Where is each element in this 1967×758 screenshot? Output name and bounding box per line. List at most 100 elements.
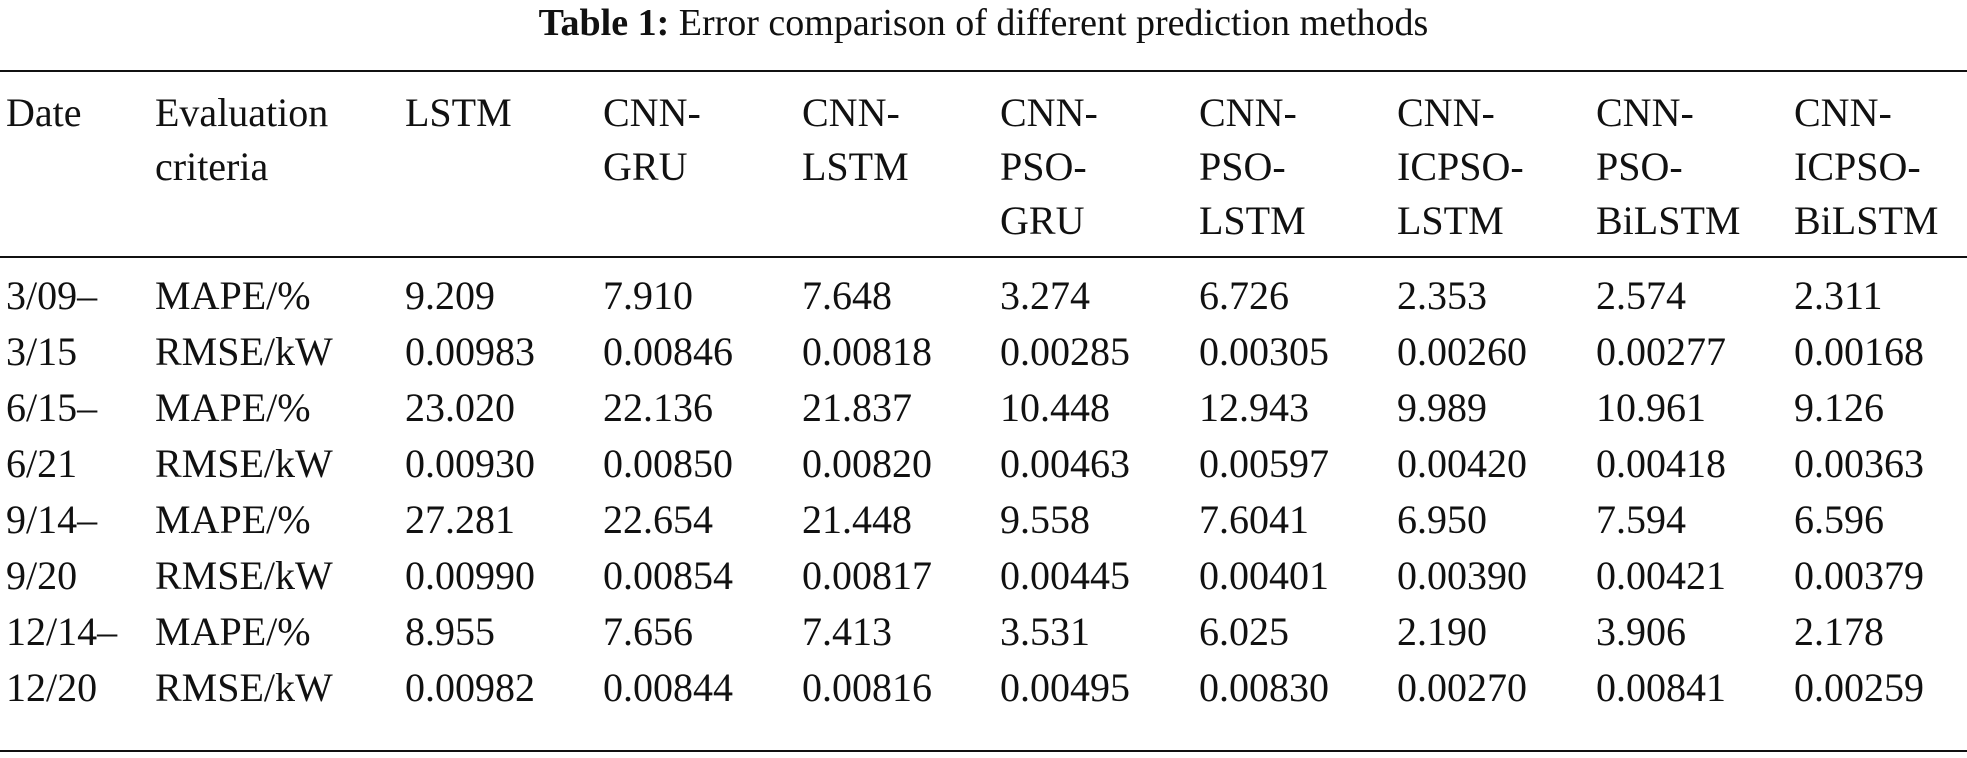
table-row: 12/20 RMSE/kW 0.00982 0.00844 0.00816 0.00495… [0,660,1967,716]
value-cell: 9.989 [1397,385,1487,430]
date-cell: 9/20 [6,553,78,598]
date-cell: 12/14– [6,609,118,654]
value-cell: 0.00846 [603,329,733,374]
value-cell: 22.654 [603,497,713,542]
value-cell: 0.00841 [1596,665,1726,710]
value-cell: 0.00270 [1397,665,1527,710]
value-cell: 0.00363 [1794,441,1924,486]
table-caption: Table 1: Error comparison of different p… [0,0,1967,50]
value-cell: 6.950 [1397,497,1487,542]
value-cell: 7.6041 [1199,497,1309,542]
value-cell: 23.020 [405,385,515,430]
table-row: 6/21 RMSE/kW 0.00930 0.00850 0.00820 0.00463 0… [0,436,1967,492]
value-cell: 0.00983 [405,329,535,374]
table-row: 3/09– MAPE/% 9.209 7.910 7.648 3.274 6.726 2.35… [0,256,1967,324]
value-cell: 2.574 [1596,273,1686,318]
criteria-cell: RMSE/kW [155,441,333,486]
value-cell: 7.910 [603,273,693,318]
value-cell: 12.943 [1199,385,1309,430]
value-cell: 9.209 [405,273,495,318]
value-cell: 0.00820 [802,441,932,486]
value-cell: 8.955 [405,609,495,654]
criteria-cell: RMSE/kW [155,665,333,710]
caption-text: Error comparison of different prediction… [678,2,1429,44]
header-cell: Date [6,90,82,135]
value-cell: 0.00418 [1596,441,1726,486]
value-cell: 0.00259 [1794,665,1924,710]
table-row: 12/14– MAPE/% 8.955 7.656 7.413 3.531 6.025 2.1… [0,604,1967,660]
date-cell: 9/14– [6,497,98,542]
criteria-cell: MAPE/% [155,385,311,430]
table-top-rule [0,70,1967,72]
value-cell: 2.190 [1397,609,1487,654]
header-cell: CNN- LSTM [802,90,909,189]
value-cell: 0.00818 [802,329,932,374]
caption-label: Table 1: [538,2,670,44]
table-row: 3/15 RMSE/kW 0.00983 0.00846 0.00818 0.00285 0… [0,324,1967,380]
value-cell: 9.558 [1000,497,1090,542]
header-cell: CNN- PSO- GRU [1000,90,1098,243]
error-comparison-table: Date Evaluation criteria LSTM CNN- GRU CNN… [0,72,1967,716]
table-row: 6/15– MAPE/% 23.020 22.136 21.837 10.448 12.94… [0,380,1967,436]
value-cell: 6.025 [1199,609,1289,654]
value-cell: 6.726 [1199,273,1289,318]
value-cell: 21.448 [802,497,912,542]
header-cell: LSTM [405,90,512,135]
value-cell: 0.00930 [405,441,535,486]
value-cell: 0.00816 [802,665,932,710]
value-cell: 0.00379 [1794,553,1924,598]
table-row: 9/20 RMSE/kW 0.00990 0.00854 0.00817 0.00445 0… [0,548,1967,604]
value-cell: 0.00401 [1199,553,1329,598]
date-cell: 3/15 [6,329,78,374]
criteria-cell: RMSE/kW [155,329,333,374]
value-cell: 3.906 [1596,609,1686,654]
value-cell: 2.178 [1794,609,1884,654]
table-row: 9/14– MAPE/% 27.281 22.654 21.448 9.558 7.6041… [0,492,1967,548]
criteria-cell: MAPE/% [155,497,311,542]
value-cell: 2.353 [1397,273,1487,318]
value-cell: 0.00597 [1199,441,1329,486]
table-bottom-rule [0,750,1967,752]
value-cell: 3.531 [1000,609,1090,654]
value-cell: 0.00982 [405,665,535,710]
date-cell: 12/20 [6,665,98,710]
value-cell: 0.00850 [603,441,733,486]
table-header-rule [0,256,1967,258]
criteria-cell: MAPE/% [155,609,311,654]
value-cell: 0.00277 [1596,329,1726,374]
criteria-cell: RMSE/kW [155,553,333,598]
value-cell: 2.311 [1794,273,1883,318]
criteria-cell: MAPE/% [155,273,311,318]
value-cell: 7.594 [1596,497,1686,542]
header-cell: CNN- PSO- BiLSTM [1596,90,1741,243]
header-row: Date Evaluation criteria LSTM CNN- GRU CNN… [0,72,1967,256]
header-cell: CNN- PSO- LSTM [1199,90,1306,243]
value-cell: 0.00420 [1397,441,1527,486]
value-cell: 10.961 [1596,385,1706,430]
value-cell: 7.656 [603,609,693,654]
value-cell: 0.00844 [603,665,733,710]
value-cell: 21.837 [802,385,912,430]
value-cell: 0.00463 [1000,441,1130,486]
value-cell: 0.00390 [1397,553,1527,598]
value-cell: 7.648 [802,273,892,318]
value-cell: 7.413 [802,609,892,654]
value-cell: 22.136 [603,385,713,430]
value-cell: 0.00854 [603,553,733,598]
header-cell: CNN- ICPSO- BiLSTM [1794,90,1939,243]
value-cell: 0.00990 [405,553,535,598]
value-cell: 0.00305 [1199,329,1329,374]
date-cell: 6/15– [6,385,98,430]
value-cell: 0.00830 [1199,665,1329,710]
date-cell: 6/21 [6,441,78,486]
value-cell: 9.126 [1794,385,1884,430]
value-cell: 10.448 [1000,385,1110,430]
value-cell: 0.00285 [1000,329,1130,374]
value-cell: 0.00445 [1000,553,1130,598]
value-cell: 0.00421 [1596,553,1726,598]
value-cell: 27.281 [405,497,515,542]
value-cell: 0.00260 [1397,329,1527,374]
header-cell: CNN- ICPSO- LSTM [1397,90,1524,243]
value-cell: 3.274 [1000,273,1090,318]
value-cell: 6.596 [1794,497,1884,542]
